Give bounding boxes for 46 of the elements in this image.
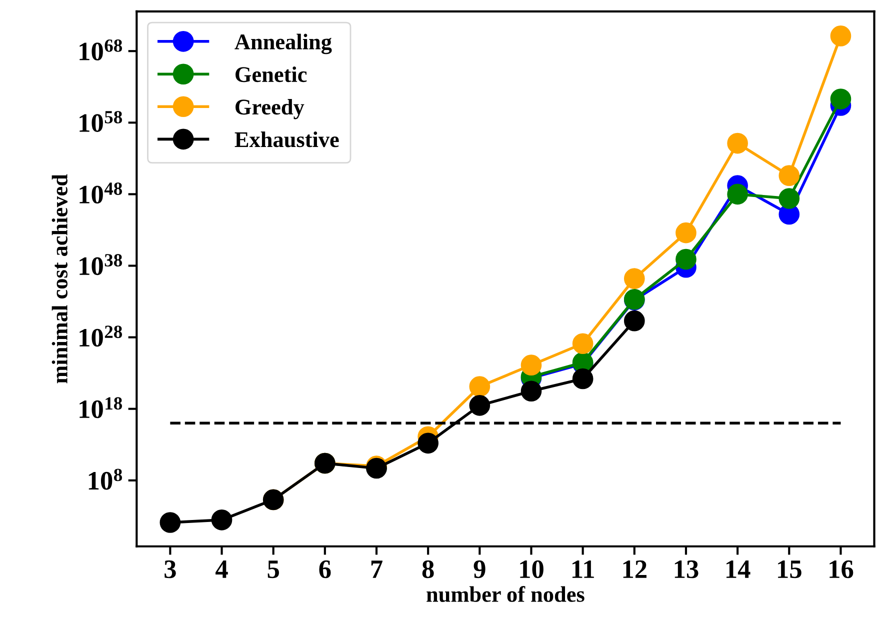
x-tick-label: 11 [572,560,594,578]
legend-label: Exhaustive [234,132,339,148]
x-tick-label: 15 [778,560,802,578]
point [572,368,594,390]
point [830,88,852,110]
x-tick-label: 16 [830,560,854,578]
point [520,380,542,402]
x-tick-label: 8 [422,560,434,578]
x-tick-label: 10 [520,560,544,578]
point [160,512,181,533]
x-tick-label: 12 [623,560,646,578]
x-tick-label: 3 [164,560,176,578]
point [727,184,748,205]
y-tick-label: 10$^{58}$ [80,110,122,132]
point [572,333,594,354]
y-tick-label: 10$^{8}$ [88,468,122,490]
point [727,132,748,154]
y-axis-title: minimal cost achieved [52,174,68,384]
x-tick-label: 13 [674,560,698,578]
y-tick-label: 10$^{48}$ [80,182,122,204]
legend-label: Greedy [236,98,304,120]
point [520,354,542,376]
x-tick-label: 4 [216,560,228,578]
x-axis-title: number of nodes [426,586,584,602]
legend-label: Genetic [236,66,307,82]
point [418,432,438,454]
point [469,395,490,416]
y-tick-label: 10$^{38}$ [80,254,122,276]
x-tick-label: 6 [319,560,331,578]
point [830,26,852,46]
point [778,188,800,209]
point [676,248,696,270]
point [469,376,490,397]
x-tick-label: 9 [474,560,486,578]
x-tick-label: 7 [371,560,382,578]
y-tick-label: 10$^{68}$ [80,39,122,60]
legend-label: Annealing [234,34,332,54]
point [211,510,232,530]
point [778,165,800,186]
x-tick-label: 5 [268,560,279,578]
y-tick-label: 10$^{18}$ [80,397,122,418]
x-tick-label: 14 [726,560,750,578]
point [624,268,645,290]
y-tick-label: 10$^{28}$ [80,326,122,347]
point [676,222,696,244]
point [624,310,645,332]
